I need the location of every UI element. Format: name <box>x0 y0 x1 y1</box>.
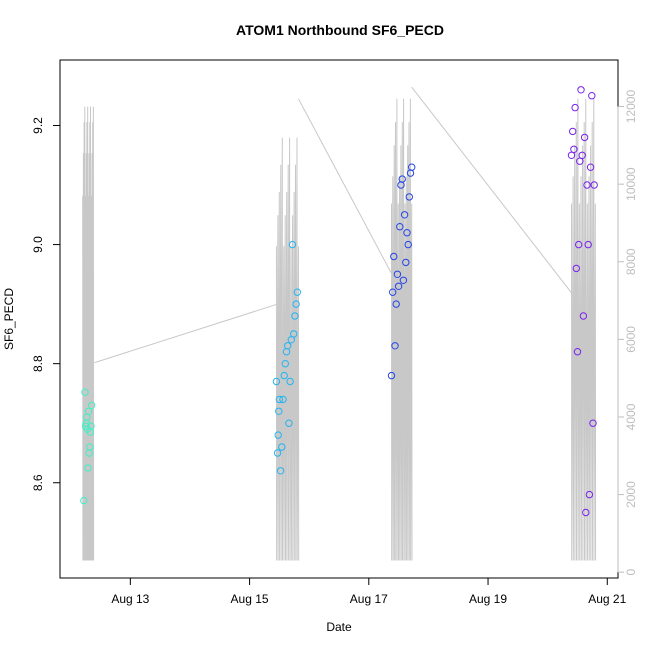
y-axis-label: SF6_PECD <box>2 288 16 350</box>
data-point <box>584 240 592 249</box>
data-point <box>87 422 95 430</box>
data-point <box>575 240 583 249</box>
data-point <box>394 282 403 290</box>
y2-tick-label: 8000 <box>624 248 638 275</box>
data-point <box>567 151 576 160</box>
data-point <box>84 464 92 472</box>
data-point <box>290 330 298 338</box>
data-point <box>387 371 396 380</box>
data-point <box>583 181 591 189</box>
data-point <box>399 276 408 284</box>
data-point <box>396 223 404 231</box>
data-point <box>405 193 413 201</box>
data-point <box>398 175 406 183</box>
data-point <box>389 288 397 296</box>
y-tick-label: 9.2 <box>31 117 45 134</box>
data-point <box>281 360 289 368</box>
y-tick-label: 9.0 <box>31 236 45 253</box>
data-point <box>392 300 400 308</box>
data-point <box>573 348 582 356</box>
y2-tick-label: 12000 <box>624 90 638 124</box>
data-point <box>577 86 585 94</box>
data-point <box>391 342 399 350</box>
x-tick-label: Aug 17 <box>350 592 388 606</box>
data-point <box>280 371 288 380</box>
x-tick-label: Aug 15 <box>231 592 269 606</box>
secondary-connector-3 <box>411 86 572 294</box>
data-point <box>293 288 301 296</box>
data-point <box>588 92 596 100</box>
y2-tick-label: 0 <box>624 569 638 576</box>
data-point <box>80 496 88 505</box>
x-tick-label: Aug 13 <box>111 592 149 606</box>
data-point <box>278 443 286 451</box>
secondary-group-line-4 <box>571 98 597 561</box>
secondary-series-lines <box>82 86 597 561</box>
data-point <box>274 431 282 439</box>
data-point <box>393 270 402 278</box>
y-tick-label: 8.6 <box>31 474 45 491</box>
data-point <box>579 312 588 320</box>
data-point <box>284 342 292 350</box>
data-point <box>402 258 410 267</box>
data-point <box>569 127 577 136</box>
data-point <box>275 395 284 404</box>
data-point <box>272 377 281 386</box>
data-point <box>404 240 412 249</box>
data-point <box>84 407 93 415</box>
x-tick-label: Aug 21 <box>588 592 626 606</box>
y2-tick-label: 2000 <box>624 481 638 508</box>
y-tick-label: 8.8 <box>31 355 45 372</box>
data-point <box>285 419 293 427</box>
data-point <box>570 145 578 154</box>
data-point <box>276 467 285 475</box>
data-point <box>275 407 283 415</box>
chart-title: ATOM1 Northbound SF6_PECD <box>236 22 444 38</box>
data-point <box>400 211 409 219</box>
y2-tick-label: 4000 <box>624 403 638 430</box>
data-point <box>571 103 579 112</box>
data-point <box>590 181 598 189</box>
data-point <box>288 240 297 249</box>
data-point <box>86 443 94 451</box>
data-point <box>273 449 282 457</box>
data-point <box>582 508 590 517</box>
secondary-group-line-3 <box>391 98 413 561</box>
secondary-group-line-1 <box>82 106 95 561</box>
data-point <box>292 300 300 308</box>
data-point <box>279 395 287 404</box>
data-point <box>286 377 294 386</box>
data-point <box>81 388 89 396</box>
data-point <box>580 133 589 142</box>
data-point <box>390 252 398 261</box>
data-point <box>585 490 594 499</box>
data-point <box>586 163 595 171</box>
data-point <box>408 163 416 171</box>
plot-frame <box>59 59 619 579</box>
y-axis-right: 0 2000 4000 6000 8000 10000 12000 <box>617 90 638 576</box>
y2-tick-label: 10000 <box>624 167 638 201</box>
data-point <box>403 229 411 237</box>
x-tick-label: Aug 19 <box>469 592 507 606</box>
data-point <box>291 312 299 320</box>
data-point <box>589 419 597 427</box>
data-point <box>572 264 580 273</box>
data-point <box>578 151 586 160</box>
x-axis-label: Date <box>326 620 352 634</box>
data-points <box>80 86 598 517</box>
y-axis-left: 8.6 8.8 9.0 9.2 <box>31 117 60 491</box>
x-axis: Aug 13 Aug 15 Aug 17 Aug 19 Aug 21 <box>111 578 627 606</box>
secondary-connector-2 <box>298 98 392 274</box>
secondary-connector-1 <box>94 303 277 364</box>
y2-tick-label: 6000 <box>624 326 638 353</box>
secondary-group-line-2 <box>275 137 300 561</box>
data-point <box>87 401 96 409</box>
